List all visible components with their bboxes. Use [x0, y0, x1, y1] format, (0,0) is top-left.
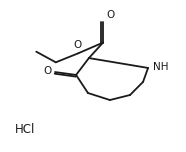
- Text: O: O: [44, 66, 52, 76]
- Text: O: O: [73, 40, 82, 50]
- Text: O: O: [107, 10, 115, 20]
- Text: NH: NH: [153, 62, 168, 72]
- Text: HCl: HCl: [15, 123, 35, 136]
